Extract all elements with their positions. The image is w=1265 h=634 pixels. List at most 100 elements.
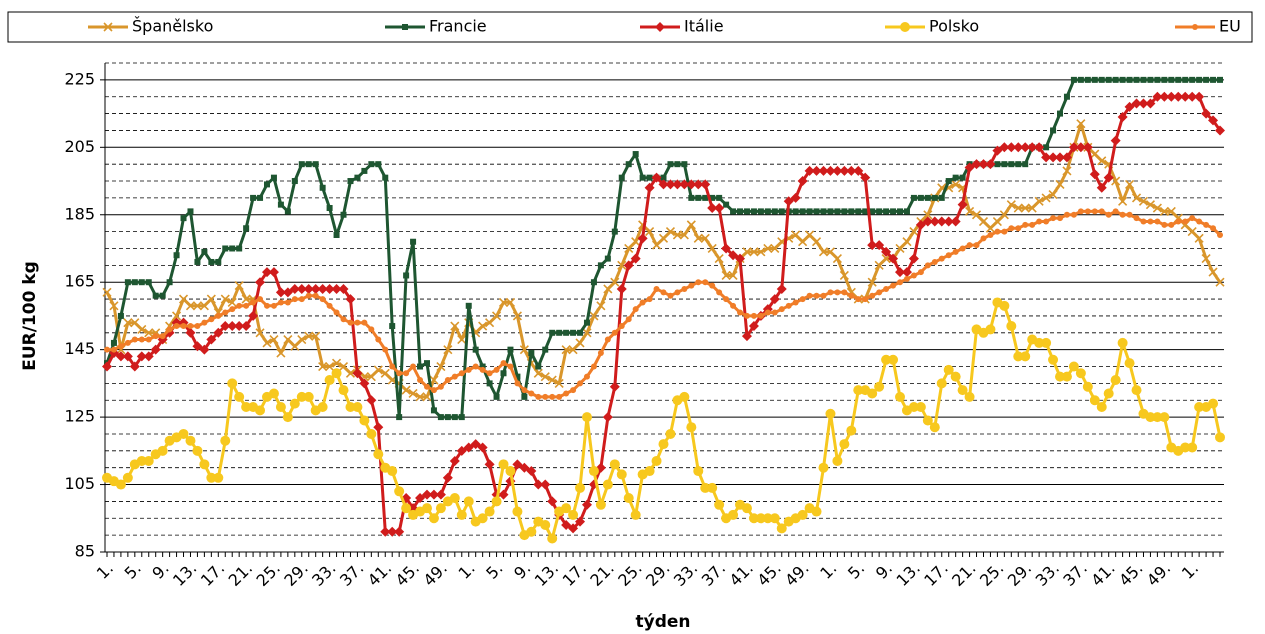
point-marker [581,412,592,423]
x-tick-label: 49. [1143,559,1174,590]
point-marker [686,179,697,190]
point-marker [428,513,439,524]
point-marker [222,245,229,252]
point-marker [547,533,558,544]
x-tick-label: 9. [148,559,172,583]
y-tick-label: 185 [64,204,95,223]
point-marker [785,302,792,309]
point-marker [1208,267,1218,277]
x-tick-label: 25. [976,559,1007,590]
point-marker [507,346,514,353]
point-marker [769,513,780,524]
point-marker [1117,337,1128,348]
point-marker [985,159,996,170]
point-marker [632,151,639,158]
point-marker [491,496,502,507]
point-marker [277,299,284,306]
point-marker [528,350,535,357]
point-marker [667,161,674,168]
point-marker [1015,225,1022,232]
point-marker [521,393,528,400]
point-marker [1048,189,1058,200]
point-marker [104,346,110,353]
point-marker [1077,208,1084,215]
point-marker [999,142,1010,153]
point-marker [324,283,335,294]
point-marker [874,240,885,251]
point-marker [1187,91,1198,102]
point-marker [1070,211,1077,218]
point-marker [554,378,564,388]
point-marker [354,319,361,326]
point-marker [568,345,578,355]
point-marker [778,208,785,215]
point-marker [540,372,550,382]
x-tick-label: 37. [698,559,729,590]
point-marker [1119,76,1126,83]
point-marker [623,260,634,271]
point-marker [1098,208,1105,215]
y-tick-label: 205 [64,137,95,156]
point-marker [199,344,210,355]
point-marker [463,442,474,453]
point-marker [152,292,159,299]
point-marker [465,302,472,309]
point-marker [763,243,773,254]
point-marker [1210,76,1217,83]
point-marker [255,277,266,288]
point-marker [1050,215,1057,222]
point-marker [688,282,695,289]
legend-label: Francie [429,17,487,36]
point-marker [855,296,862,303]
point-marker [791,230,801,240]
point-marker [1103,172,1114,183]
point-marker [361,167,368,174]
point-marker [632,306,639,313]
point-marker [603,284,613,294]
point-marker [1124,101,1135,112]
x-tick-label: 33. [1032,559,1063,590]
x-tick-label: 5. [482,559,506,583]
x-tick-label: 1. [93,559,117,583]
point-marker [1168,221,1175,228]
point-marker [472,346,479,353]
point-marker [811,165,822,176]
point-marker [1063,93,1070,100]
point-marker [716,194,723,201]
point-marker [964,162,975,173]
point-marker [338,361,349,372]
point-marker [1084,76,1091,83]
point-marker [686,220,696,230]
point-marker [686,422,697,433]
point-marker [1008,225,1015,232]
point-marker [373,422,384,433]
point-marker [213,327,224,338]
point-marker [827,208,834,215]
point-marker [1041,152,1052,163]
point-marker [931,258,938,265]
point-marker [117,343,124,350]
point-marker [1027,142,1038,153]
point-marker [818,165,829,176]
point-marker [533,479,544,490]
point-marker [728,270,738,281]
point-marker [609,459,620,470]
point-marker [827,289,834,296]
point-marker [945,252,952,259]
point-marker [236,302,243,309]
point-marker [115,479,126,490]
point-marker [1006,200,1016,210]
point-marker [1097,156,1107,166]
point-marker [764,208,771,215]
point-marker [1034,142,1045,153]
point-marker [317,283,328,294]
point-marker [646,296,653,303]
point-marker [839,165,850,176]
point-marker [227,321,238,332]
point-marker [144,328,154,338]
point-marker [938,255,945,262]
point-marker [498,459,509,470]
point-marker [922,415,933,426]
point-marker [1020,351,1031,362]
point-marker [1013,203,1023,213]
